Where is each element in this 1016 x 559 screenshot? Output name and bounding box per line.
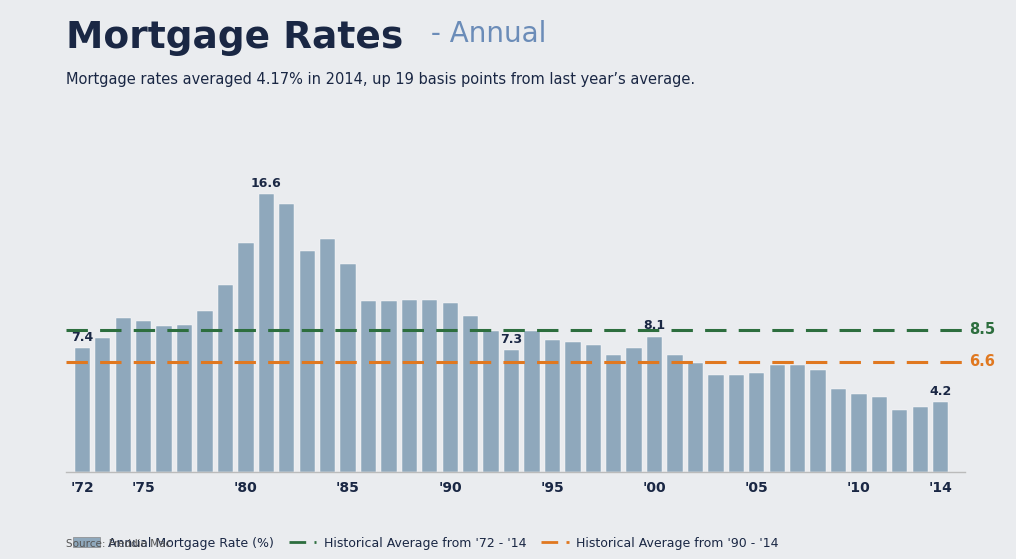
Bar: [811, 370, 826, 472]
Bar: [320, 239, 335, 472]
Bar: [238, 243, 254, 472]
Bar: [422, 300, 438, 472]
Bar: [728, 375, 744, 472]
Bar: [872, 397, 887, 472]
Text: Mortgage Rates: Mortgage Rates: [66, 20, 403, 55]
Bar: [504, 350, 519, 472]
Bar: [340, 264, 356, 472]
Bar: [116, 318, 131, 472]
Bar: [463, 316, 479, 472]
Text: 6.6: 6.6: [969, 354, 995, 369]
Bar: [524, 331, 539, 472]
Bar: [177, 325, 192, 472]
Bar: [668, 355, 683, 472]
Text: 7.4: 7.4: [71, 331, 93, 344]
Bar: [831, 389, 846, 472]
Bar: [401, 300, 417, 472]
Bar: [300, 251, 315, 472]
Bar: [708, 375, 723, 472]
Text: 8.5: 8.5: [969, 323, 996, 337]
Text: - Annual: - Annual: [422, 20, 546, 48]
Text: 7.3: 7.3: [501, 333, 522, 345]
Bar: [933, 402, 948, 472]
Bar: [259, 194, 274, 472]
Text: 8.1: 8.1: [643, 319, 665, 332]
Bar: [75, 348, 90, 472]
Bar: [892, 410, 907, 472]
Bar: [197, 311, 212, 472]
Text: Source: Freddie Mac: Source: Freddie Mac: [66, 539, 172, 549]
Bar: [688, 363, 703, 472]
Text: Mortgage rates averaged 4.17% in 2014, up 19 basis points from last year’s avera: Mortgage rates averaged 4.17% in 2014, u…: [66, 72, 695, 87]
Bar: [156, 326, 172, 472]
Text: 4.2: 4.2: [930, 385, 952, 398]
Bar: [851, 394, 867, 472]
Text: 16.6: 16.6: [251, 177, 281, 190]
Bar: [136, 321, 151, 472]
Bar: [769, 365, 784, 472]
Bar: [585, 345, 600, 472]
Bar: [381, 301, 396, 472]
Bar: [647, 337, 662, 472]
Bar: [627, 348, 642, 472]
Bar: [545, 340, 560, 472]
Bar: [912, 407, 928, 472]
Bar: [96, 338, 111, 472]
Legend: Annual Mortgage Rate (%), Historical Average from '72 - '14, Historical Average : Annual Mortgage Rate (%), Historical Ave…: [68, 532, 783, 555]
Bar: [607, 355, 622, 472]
Bar: [565, 342, 580, 472]
Bar: [217, 285, 233, 472]
Bar: [484, 331, 499, 472]
Bar: [749, 373, 764, 472]
Bar: [361, 301, 376, 472]
Bar: [443, 303, 458, 472]
Bar: [279, 204, 295, 472]
Bar: [790, 365, 806, 472]
